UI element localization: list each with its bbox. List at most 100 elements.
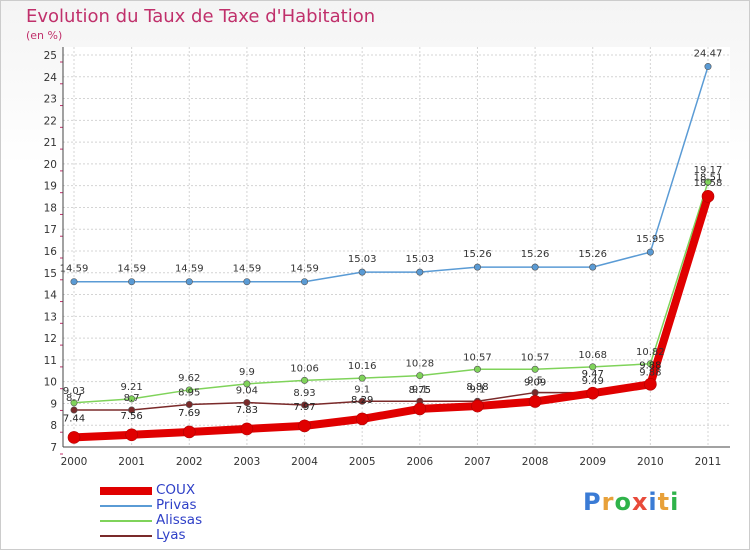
y-tick-label: 13 (44, 311, 57, 323)
y-tick-label: 17 (44, 224, 57, 236)
y-tick-label: 19 (44, 181, 57, 193)
data-label: 9.47 (582, 369, 604, 380)
data-label: 10.82 (636, 347, 665, 358)
legend-swatch (100, 505, 152, 507)
data-label: 9.5 (527, 376, 543, 387)
data-point (473, 365, 481, 373)
data-point (125, 428, 138, 442)
logo-letter: t (657, 488, 671, 516)
y-tick-label: 10 (44, 377, 57, 389)
data-point (704, 178, 712, 186)
legend-swatch (100, 487, 152, 495)
data-label: 14.59 (233, 264, 262, 275)
data-label: 15.26 (578, 249, 607, 260)
data-label: 7.97 (293, 402, 315, 413)
data-label: 10.57 (463, 352, 492, 363)
x-tick-label: 2004 (291, 456, 318, 468)
data-label: 18.51 (694, 172, 723, 183)
x-tick-label: 2007 (464, 456, 491, 468)
y-tick-label: 9 (50, 398, 57, 410)
y-tick-label: 20 (44, 159, 57, 171)
data-label: 9.21 (121, 382, 143, 393)
data-label: 9.09 (524, 377, 546, 388)
data-label: 8.75 (409, 385, 431, 396)
data-point (243, 380, 251, 388)
y-tick-label: 7 (50, 442, 57, 454)
data-label: 15.26 (521, 249, 550, 260)
data-label: 24.47 (694, 49, 723, 60)
series-line-privas (74, 66, 709, 283)
data-point (413, 402, 427, 416)
data-point (644, 377, 657, 391)
data-label: 9.9 (239, 367, 255, 378)
data-label: 9.88 (639, 367, 661, 378)
x-tick-label: 2000 (61, 456, 88, 468)
data-point (240, 422, 254, 436)
data-label: 9.62 (178, 373, 200, 384)
data-label: 8.88 (466, 382, 488, 393)
data-label: 7.69 (178, 408, 200, 419)
data-label: 9.49 (582, 376, 604, 387)
legend-label: Alissas (156, 512, 203, 528)
proxiti-logo: Proxiti (583, 488, 679, 516)
y-tick-label: 12 (44, 333, 57, 345)
y-tick-label: 18 (44, 202, 57, 214)
data-label: 15.03 (348, 254, 377, 265)
data-point (67, 431, 81, 444)
y-tick-label: 15 (44, 268, 57, 280)
data-label: 10.28 (405, 359, 434, 370)
data-point (416, 268, 424, 276)
legend-swatch (100, 535, 152, 537)
data-point (531, 263, 539, 271)
legend-label: Privas (156, 497, 197, 513)
y-tick-label: 22 (44, 115, 57, 127)
series-line-coux (73, 195, 712, 442)
data-label: 7.83 (236, 405, 258, 416)
x-tick-label: 2001 (118, 456, 145, 468)
data-label: 9.1 (354, 384, 370, 395)
x-tick-label: 2009 (579, 456, 606, 468)
logo-letter: o (614, 488, 632, 516)
data-point (182, 425, 196, 439)
data-label: 8.29 (351, 395, 373, 406)
data-label: 8.7 (124, 393, 140, 404)
data-point (471, 399, 484, 413)
data-label: 10.06 (290, 363, 319, 374)
data-point (301, 401, 309, 409)
data-label: 7.44 (63, 413, 85, 424)
y-tick-label: 25 (44, 50, 57, 62)
data-point (185, 401, 193, 409)
data-label: 9.04 (236, 386, 258, 397)
data-point (589, 363, 597, 371)
data-point (358, 268, 366, 276)
x-tick-label: 2010 (637, 456, 664, 468)
series-layer (67, 63, 715, 444)
data-label: 7.56 (121, 411, 143, 422)
x-tick-label: 2005 (349, 456, 376, 468)
data-label: 9.1 (470, 384, 486, 395)
data-point (528, 395, 542, 408)
x-tick-label: 2002 (176, 456, 203, 468)
data-label: 15.95 (636, 234, 665, 245)
data-point (70, 406, 78, 414)
data-point (358, 397, 366, 405)
logo-letter: i (648, 488, 658, 516)
data-label: 8.93 (293, 388, 315, 399)
y-tick-label: 21 (44, 137, 57, 149)
data-point (531, 389, 539, 397)
x-tick-label: 2008 (522, 456, 549, 468)
data-point (301, 278, 309, 286)
series-line-alissas (73, 181, 709, 404)
x-tick-label: 2003 (234, 456, 261, 468)
chart-unit: (en %) (26, 29, 63, 42)
data-point (701, 190, 715, 203)
legend-label: COUX (156, 482, 196, 498)
data-label: 14.59 (60, 264, 89, 275)
legend-label: Lyas (156, 527, 186, 543)
data-point (70, 278, 78, 286)
data-label: 10.68 (578, 350, 607, 361)
data-point (128, 278, 136, 286)
x-tick-label: 2011 (695, 456, 722, 468)
logo-letter: P (583, 488, 602, 516)
